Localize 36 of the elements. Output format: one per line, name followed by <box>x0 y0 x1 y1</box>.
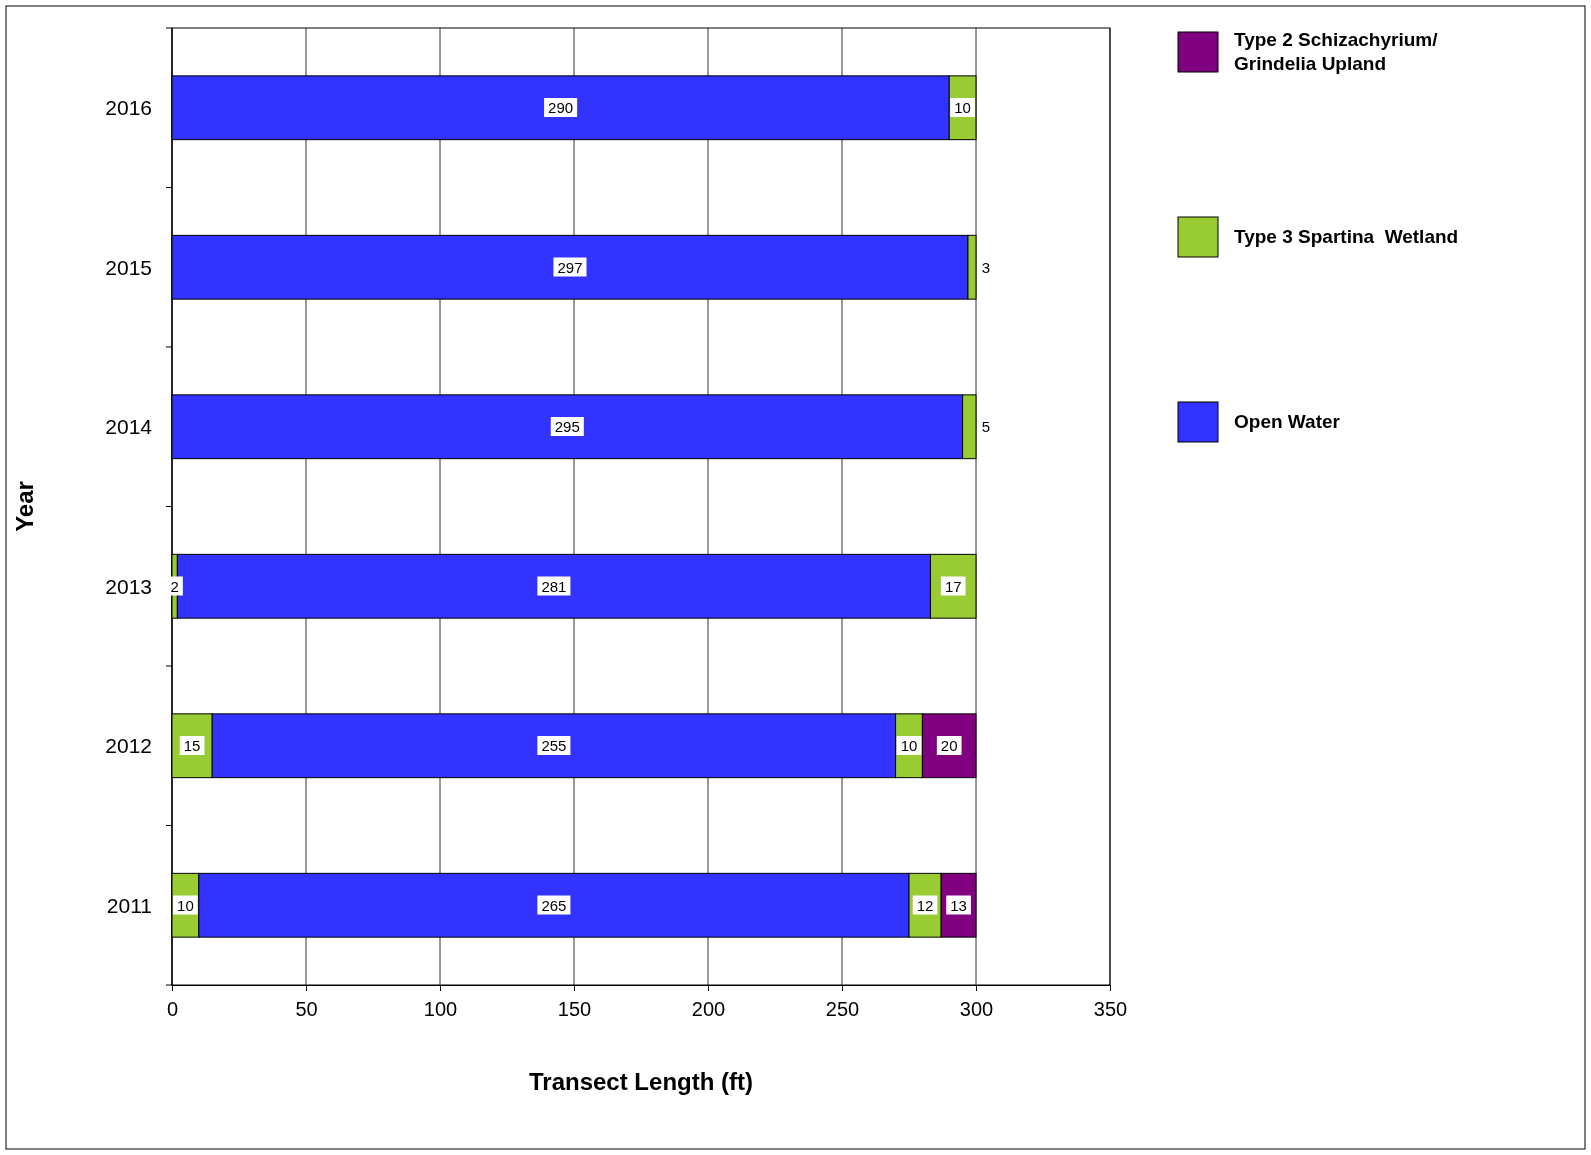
data-label: 13 <box>950 896 967 914</box>
y-tick-label: 2016 <box>105 96 152 120</box>
data-label: 15 <box>183 737 201 754</box>
data-label: 10 <box>954 99 971 116</box>
data-label: 255 <box>541 737 567 754</box>
y-tick-label: 2015 <box>105 255 152 279</box>
data-label: 295 <box>554 418 580 435</box>
data-label: 20 <box>940 737 958 754</box>
x-tick-label: 0 <box>166 998 179 1020</box>
legend-label: Open Water <box>1234 411 1341 432</box>
x-tick-label: 250 <box>825 998 860 1020</box>
x-tick-label: 50 <box>295 998 318 1020</box>
y-tick-label: 2013 <box>105 574 152 598</box>
data-label: 17 <box>944 577 962 595</box>
x-tick-label: 350 <box>1093 998 1128 1020</box>
legend-label: Type 3 Spartina Wetland <box>1234 226 1459 247</box>
data-label: 290 <box>548 99 574 116</box>
data-label: 10 <box>900 737 918 754</box>
data-label: 10 <box>177 896 194 914</box>
x-axis-title: Transect Length (ft) <box>528 1068 754 1095</box>
y-tick-label: 2014 <box>105 415 153 439</box>
data-label: 3 <box>981 258 991 276</box>
data-label: 297 <box>557 258 583 276</box>
data-label: 5 <box>981 418 991 435</box>
y-axis-title: Year <box>11 481 38 532</box>
x-tick-label: 100 <box>423 998 458 1020</box>
y-tick-label: 2011 <box>106 893 152 917</box>
x-tick-label: 200 <box>691 998 726 1020</box>
data-label: 281 <box>541 577 567 595</box>
data-label: 12 <box>916 896 934 914</box>
y-tick-label: 2012 <box>105 734 152 758</box>
data-label: 2 <box>170 577 179 595</box>
x-tick-label: 300 <box>959 998 994 1020</box>
x-tick-label: 150 <box>557 998 592 1020</box>
legend-label: Type 2 Schizachyrium/ Grindelia Upland <box>1234 29 1439 74</box>
data-label: 265 <box>541 896 567 914</box>
